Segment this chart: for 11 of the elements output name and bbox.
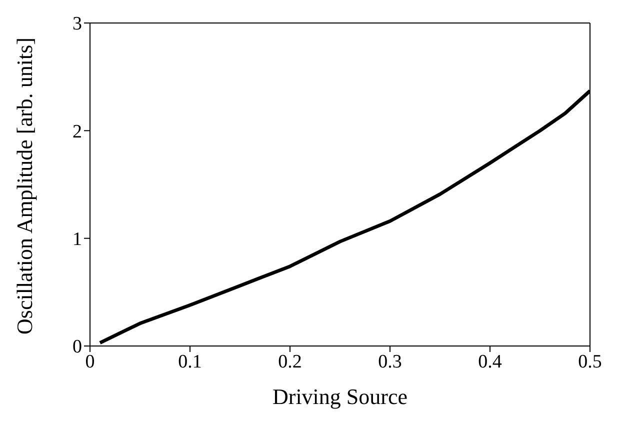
y-axis-title: Oscillation Amplitude [arb. units]: [12, 38, 37, 334]
x-tick-label: 0.4: [478, 351, 502, 372]
y-tick-label: 1: [72, 229, 82, 250]
x-tick-label: 0.1: [178, 351, 202, 372]
x-tick-label: 0.3: [378, 351, 402, 372]
y-tick-label: 3: [72, 14, 82, 35]
x-axis-title: Driving Source: [272, 384, 408, 409]
y-tick-label: 2: [72, 121, 82, 142]
x-tick-label: 0.5: [578, 351, 602, 372]
x-tick-label: 0.2: [278, 351, 302, 372]
y-tick-label: 0: [72, 336, 82, 358]
